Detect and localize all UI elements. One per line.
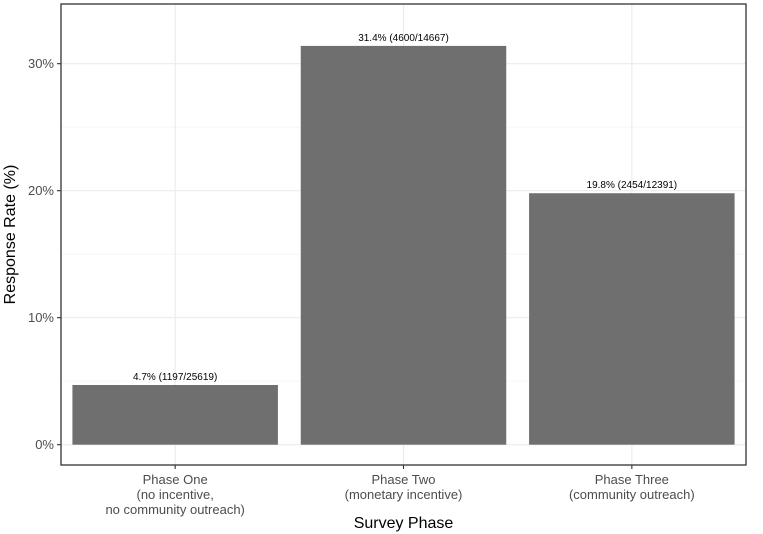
bar — [72, 384, 278, 445]
x-tick-label-line: (monetary incentive) — [345, 487, 463, 502]
y-axis: 0% 10% 20% 30% — [28, 56, 61, 452]
y-axis-title: Response Rate (%) — [2, 165, 19, 305]
data-label: 31.4% (4600/14667) — [358, 33, 449, 44]
y-tick-label: 10% — [28, 310, 54, 325]
x-tick-label: Phase Three (community outreach) — [569, 472, 695, 502]
y-tick-label: 0% — [35, 437, 54, 452]
bar — [300, 45, 507, 445]
x-tick-label: Phase Two (monetary incentive) — [345, 472, 463, 502]
x-tick-label-line: (no incentive, — [137, 487, 214, 502]
data-labels: 4.7% (1197/25619) 31.4% (4600/14667) 19.8%… — [133, 33, 677, 383]
data-label: 19.8% (2454/12391) — [587, 180, 678, 191]
x-tick-label-line: Phase One — [143, 472, 208, 487]
y-tick-label: 30% — [28, 56, 54, 71]
x-tick-label-line: Phase Three — [595, 472, 669, 487]
bar — [529, 193, 735, 445]
x-tick-label-line: (community outreach) — [569, 487, 695, 502]
x-tick-label-line: no community outreach) — [105, 502, 244, 517]
data-label: 4.7% (1197/25619) — [133, 372, 217, 383]
y-tick-label: 20% — [28, 183, 54, 198]
x-tick-label: Phase One (no incentive, no community outr… — [105, 472, 244, 517]
x-axis: Phase One (no incentive, no community outr… — [105, 465, 695, 517]
bars — [72, 45, 735, 445]
x-axis-title: Survey Phase — [354, 515, 454, 532]
x-tick-label-line: Phase Two — [371, 472, 435, 487]
